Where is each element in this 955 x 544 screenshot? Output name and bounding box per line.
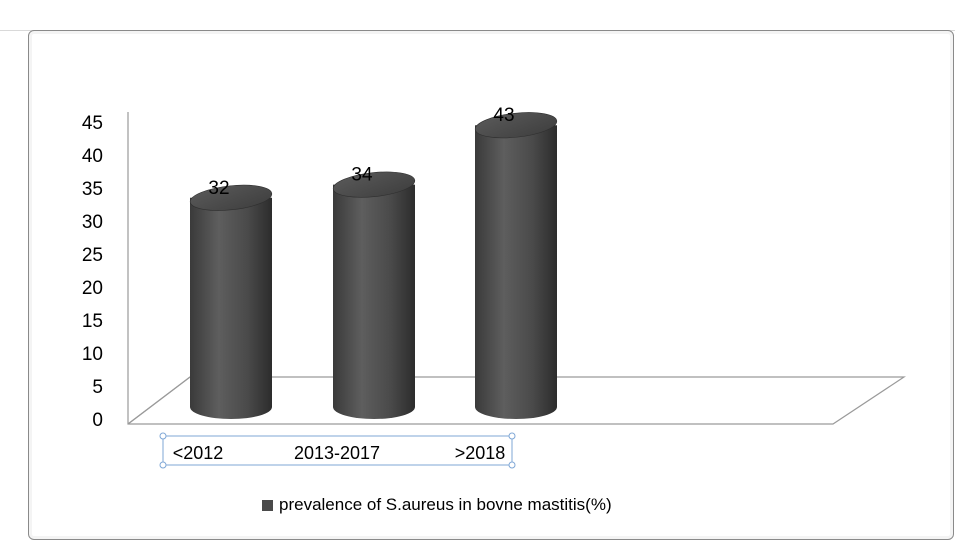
bar bbox=[332, 171, 416, 419]
axes-group bbox=[127, 112, 906, 425]
bar-body bbox=[190, 197, 272, 419]
legend: prevalence of S.aureus in bovne mastitis… bbox=[262, 494, 612, 516]
legend-swatch bbox=[262, 499, 273, 511]
data-label: 32 bbox=[208, 178, 229, 199]
y-tick-label: 15 bbox=[82, 311, 103, 332]
y-tick-label: 5 bbox=[92, 377, 103, 398]
category-labels: <2012 2013-2017 >2018 bbox=[159, 432, 516, 469]
category-label: <2012 bbox=[173, 443, 224, 463]
selection-handle bbox=[159, 461, 167, 469]
bar-cap bbox=[189, 184, 273, 211]
category-label: >2018 bbox=[455, 443, 506, 463]
bar-body bbox=[475, 125, 557, 419]
bar-cap bbox=[332, 171, 416, 198]
y-tick-label: 30 bbox=[82, 212, 103, 233]
data-label: 43 bbox=[493, 105, 514, 126]
floor-depth-edge bbox=[127, 376, 191, 425]
selection-handle bbox=[508, 461, 516, 469]
category-label: 2013-2017 bbox=[294, 443, 380, 463]
y-tick-label: 45 bbox=[82, 113, 103, 134]
y-tick-labels: 0 5 10 15 20 25 30 35 40 45 bbox=[82, 113, 103, 431]
y-tick-label: 20 bbox=[82, 278, 103, 299]
bars-group bbox=[189, 112, 558, 419]
y-tick-label: 10 bbox=[82, 344, 103, 365]
bar bbox=[474, 112, 558, 419]
bar-cap bbox=[474, 112, 558, 139]
bar-body bbox=[333, 184, 415, 419]
data-label: 34 bbox=[351, 165, 373, 186]
category-axis-selection-box bbox=[162, 435, 513, 466]
legend-label: prevalence of S.aureus in bovne mastitis… bbox=[279, 495, 612, 514]
bar bbox=[189, 184, 273, 419]
y-tick-label: 35 bbox=[82, 179, 103, 200]
y-tick-label: 25 bbox=[82, 245, 103, 266]
y-tick-label: 0 bbox=[92, 410, 103, 431]
selection-handle bbox=[159, 432, 167, 440]
selection-handle bbox=[508, 432, 516, 440]
y-tick-label: 40 bbox=[82, 146, 103, 167]
data-labels: 32 34 43 bbox=[208, 105, 514, 199]
